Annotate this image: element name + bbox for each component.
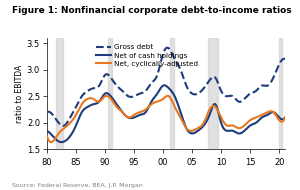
- Text: Figure 1: Nonfinancial corporate debt-to-income ratios: Figure 1: Nonfinancial corporate debt-to…: [12, 6, 292, 15]
- Legend: Gross debt, Net of cash holdings, Net, cyclically-adjusted: Gross debt, Net of cash holdings, Net, c…: [93, 41, 201, 70]
- Bar: [170, 38, 174, 149]
- Y-axis label: ratio to EBITDA: ratio to EBITDA: [15, 64, 24, 123]
- Text: Source: Federal Reserve, BEA, J.P. Morgan: Source: Federal Reserve, BEA, J.P. Morga…: [12, 183, 143, 188]
- Bar: [108, 38, 112, 149]
- Bar: [208, 38, 218, 149]
- Bar: [279, 38, 282, 149]
- Bar: [56, 38, 63, 149]
